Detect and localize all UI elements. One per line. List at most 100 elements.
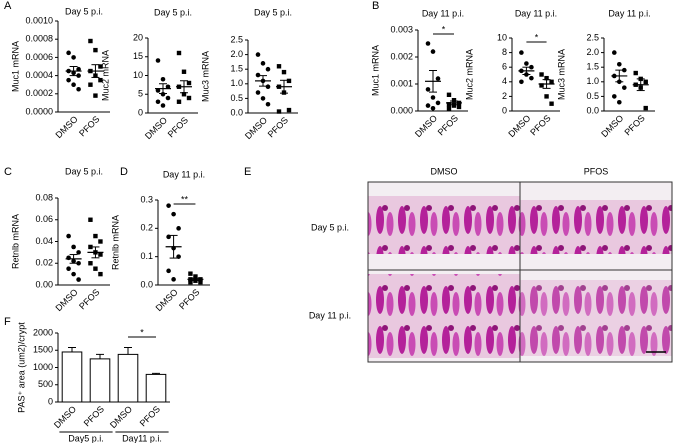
y-tick-label: 2 — [502, 91, 507, 101]
point — [544, 75, 549, 81]
y-tick-label: 1.0 — [586, 76, 599, 86]
y-tick-label: 500 — [38, 379, 53, 389]
y-tick-label: 0.0000 — [25, 106, 53, 116]
bar — [117, 353, 139, 403]
point — [88, 82, 93, 87]
y-tick-label: 1000 — [33, 362, 53, 372]
point — [66, 77, 71, 83]
x-tick-label: PFOS — [138, 404, 162, 428]
point — [76, 73, 81, 78]
point — [612, 50, 617, 55]
group-label: Day11 p.i. — [122, 433, 162, 443]
point — [88, 261, 93, 266]
chart-title: Day 11 p.i. — [515, 8, 557, 18]
chart-title: Day 5 p.i. — [254, 7, 292, 17]
y-tick-label: 0.0002 — [25, 88, 53, 98]
significance: * — [140, 327, 144, 337]
significance: * — [442, 24, 446, 34]
panel-label: D — [120, 166, 128, 178]
point — [451, 103, 457, 108]
point — [160, 76, 166, 82]
x-tick-label: DMSO — [52, 404, 78, 430]
point — [430, 95, 436, 100]
y-tick-label: 10 — [497, 32, 507, 42]
point — [93, 47, 98, 53]
point — [265, 84, 271, 90]
panel-label: F — [4, 316, 11, 328]
y-axis-label: Muc1 mRNA — [10, 41, 20, 92]
point — [176, 99, 182, 104]
point — [519, 79, 524, 85]
bar — [61, 351, 83, 403]
chart-title: Day 11 p.i. — [163, 169, 205, 179]
y-tick-label: 0.0 — [586, 105, 599, 115]
point — [66, 233, 71, 239]
chart-title: Day 5 p.i. — [154, 7, 192, 17]
significance: * — [535, 32, 539, 42]
x-tick-label: DMSO — [413, 113, 439, 139]
y-tick-label: 0.0008 — [25, 34, 53, 44]
point — [155, 99, 161, 105]
point — [155, 88, 161, 93]
y-tick-label: 1500 — [33, 345, 53, 355]
point — [188, 271, 193, 276]
chart-title: Day 11 p.i. — [422, 8, 464, 18]
y-tick-label: 0.0 — [230, 107, 243, 117]
row-label: Day 11 p.i. — [309, 310, 351, 320]
point — [622, 67, 627, 73]
point — [425, 103, 431, 108]
y-tick-label: 1.0 — [230, 78, 243, 88]
y-tick-label: 0.2 — [140, 223, 153, 233]
point — [446, 102, 452, 107]
y-tick-label: 0 — [502, 105, 507, 115]
chart-title: Day 5 p.i. — [65, 6, 103, 16]
y-axis-label: Muc2 mRNA — [464, 49, 474, 100]
point — [166, 268, 171, 274]
point — [451, 98, 457, 103]
x-tick-label: PFOS — [77, 287, 101, 311]
panel-label: E — [244, 166, 251, 178]
point — [519, 50, 524, 55]
chart-title: Day 5 p.i. — [65, 166, 103, 176]
x-tick-label: DMSO — [506, 113, 532, 139]
y-tick-label: 8 — [502, 47, 507, 57]
y-tick-label: 0.02 — [35, 258, 53, 268]
point — [98, 252, 103, 257]
y-tick-label: 2.0 — [586, 47, 599, 57]
tissue — [368, 274, 520, 358]
y-tick-label: 0 — [48, 396, 53, 406]
point — [265, 66, 271, 72]
point — [255, 90, 261, 95]
point — [98, 271, 103, 277]
point — [171, 277, 176, 282]
point — [446, 106, 452, 111]
point — [255, 52, 261, 57]
y-tick-label: 4 — [502, 76, 507, 86]
panel-label: C — [4, 166, 12, 178]
point — [88, 38, 93, 44]
point — [71, 55, 76, 60]
point — [539, 83, 544, 88]
column-label: DMSO — [431, 166, 458, 176]
chart-title: Day 11 p.i. — [608, 8, 650, 18]
point — [160, 103, 166, 108]
point — [188, 279, 193, 285]
y-tick-label: 0.0004 — [25, 70, 53, 80]
y-tick-label: 15 — [133, 51, 143, 61]
point — [76, 260, 81, 266]
y-axis-label: Muc2 mRNA — [100, 50, 110, 101]
x-tick-label: DMSO — [108, 404, 134, 430]
point — [255, 72, 261, 78]
point — [617, 61, 622, 67]
y-tick-label: 0.0010 — [25, 15, 53, 25]
point — [165, 84, 171, 90]
group-label: Day5 p.i. — [68, 433, 104, 443]
tissue — [520, 200, 672, 254]
point — [612, 94, 617, 99]
x-tick-label: PFOS — [77, 114, 101, 138]
point — [286, 107, 292, 113]
x-tick-label: DMSO — [243, 115, 269, 141]
point — [98, 77, 103, 83]
point — [430, 49, 436, 54]
